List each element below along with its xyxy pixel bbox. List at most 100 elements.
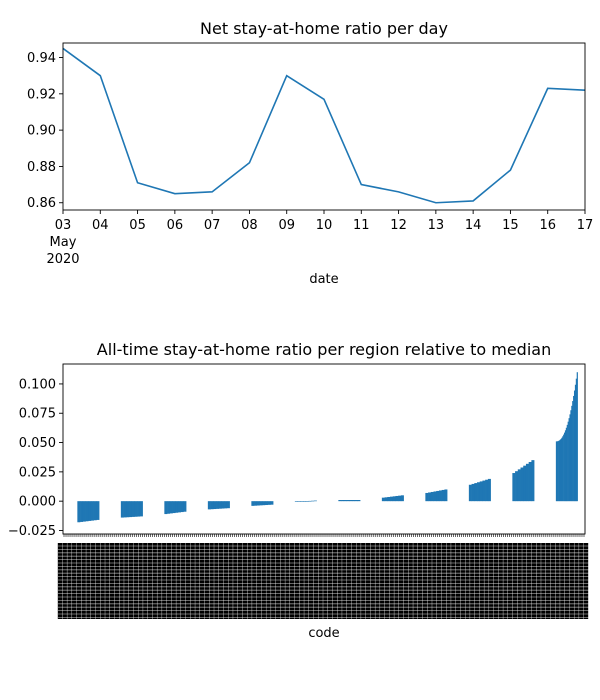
bar-x-tick-label-glyphs [531, 543, 537, 619]
line-x-tick-label: 09 [278, 218, 295, 233]
bar [254, 501, 258, 506]
bar [267, 501, 271, 505]
bar-x-tick-label-glyphs [332, 543, 338, 619]
line-x-tick-label: 14 [465, 218, 482, 233]
line-series-0 [62, 47, 586, 204]
bar [216, 501, 220, 509]
bar-x-tick-label-glyphs [417, 543, 423, 619]
bar [525, 463, 529, 502]
bar [134, 501, 138, 517]
line-chart-background [63, 43, 585, 210]
bar-x-tick-label-glyphs [261, 543, 266, 619]
bar-x-tick-label-glyphs [536, 543, 541, 619]
bar-x-tick-label-glyphs [398, 543, 404, 619]
bar-x-tick-label-glyphs [342, 543, 347, 619]
bar-chart-plot-area: −0.025 0.000 0.025 0.050 0.075 0.100 [8, 363, 590, 619]
bar-x-tick-label-glyphs [455, 543, 461, 619]
bar-x-tick-label-glyphs [313, 543, 319, 619]
bar-x-tick-label-glyphs [100, 543, 105, 619]
bar-y-tick-label: 0.025 [19, 465, 56, 480]
bar-x-tick-label-glyphs [489, 543, 494, 619]
bar-x-tick-label-glyphs [346, 543, 352, 619]
bar [259, 501, 263, 506]
line-y-tick-label: 0.86 [27, 196, 56, 211]
line-x-tick-label: 13 [428, 218, 445, 233]
bar [213, 501, 217, 510]
bar [557, 441, 559, 502]
bar-x-tick-label-glyphs [266, 543, 271, 619]
bar-x-tick-label-glyphs [209, 543, 214, 619]
bar-x-tick-label-glyphs [290, 543, 295, 619]
bar-x-tick-label-glyphs [228, 543, 233, 619]
bar [169, 501, 173, 514]
bar [183, 501, 187, 512]
bar-x-tick-label-glyphs [318, 543, 323, 619]
bar-x-tick-label-glyphs [526, 543, 532, 619]
bar [570, 410, 572, 502]
line-y-tick-label: 0.92 [27, 87, 56, 102]
bar [346, 500, 350, 502]
bar-x-tick-label-glyphs [503, 543, 508, 619]
bar [139, 501, 143, 517]
bar-x-tick-label-glyphs [124, 543, 129, 619]
line-x-tick-label: 11 [353, 218, 370, 233]
bar-x-tick-label-glyphs [574, 543, 579, 619]
bar [558, 440, 560, 502]
bar [129, 501, 133, 518]
line-x-tick-label: 10 [316, 218, 333, 233]
bar-x-tick-label-glyphs [152, 543, 157, 619]
bar-chart-title: All-time stay-at-home ratio per region r… [97, 340, 551, 359]
bar [226, 501, 230, 509]
bar-x-tick-label-glyphs [67, 543, 72, 619]
bar [523, 465, 527, 502]
bar [343, 500, 347, 502]
bar [430, 491, 434, 502]
bar [564, 432, 566, 502]
bar [93, 501, 97, 521]
bar [137, 501, 141, 517]
bar [120, 501, 124, 518]
bar [262, 501, 266, 506]
bar [218, 501, 222, 509]
bar-x-tick-label-glyphs [72, 543, 77, 619]
bar [512, 473, 516, 502]
bar-x-tick-label-glyphs [384, 543, 390, 619]
bar [444, 489, 448, 502]
line-x-tick-label: 08 [241, 218, 258, 233]
bar [164, 501, 168, 515]
bar [567, 421, 569, 502]
bar-x-tick-label-glyphs [337, 543, 342, 619]
bar [574, 384, 577, 502]
bar-x-tick-label-glyphs [579, 543, 584, 619]
bar [85, 501, 89, 522]
bar-chart-background [63, 364, 585, 534]
line-y-tick-label: 0.88 [27, 160, 56, 175]
bar [338, 500, 342, 502]
bar-x-tick-label-glyphs [237, 543, 243, 619]
bar [210, 501, 214, 510]
bar [297, 501, 301, 502]
bar-x-tick-labels [57, 543, 590, 619]
bar [565, 427, 568, 502]
bar [575, 378, 577, 502]
bar [384, 497, 388, 502]
bar-x-tick-label-glyphs [143, 543, 148, 619]
bar-x-tick-label-glyphs [252, 543, 257, 619]
bar-x-tick-label-glyphs [308, 543, 314, 619]
bar-x-tick-label-glyphs [356, 543, 361, 619]
bar [349, 500, 353, 502]
bar-x-tick-label-glyphs [474, 543, 480, 619]
bar-x-tick-label-glyphs [498, 543, 503, 619]
bar-x-tick-label-glyphs [365, 543, 371, 619]
line-y-tick-label: 0.94 [27, 51, 56, 66]
bar-x-tick-label-glyphs [380, 543, 385, 619]
bar-x-tick-label-glyphs [361, 543, 366, 619]
bar [520, 467, 524, 502]
bar [425, 492, 429, 502]
bar [559, 439, 561, 502]
bar-x-tick-label-glyphs [436, 543, 442, 619]
bar-x-tick-label-glyphs [247, 543, 252, 619]
bar [313, 500, 317, 502]
bar-x-tick-label-glyphs [147, 543, 153, 619]
